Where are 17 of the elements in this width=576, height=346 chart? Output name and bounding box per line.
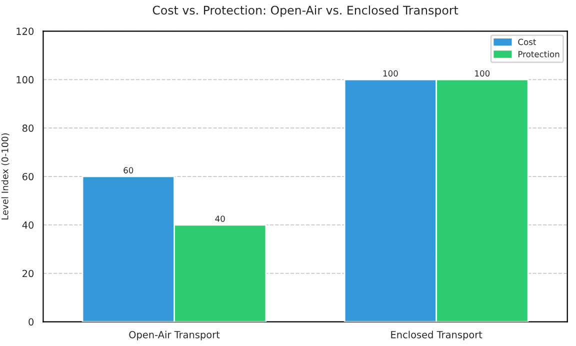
x-tick-label: Enclosed Transport bbox=[391, 330, 482, 340]
y-axis-title: Level Index (0-100) bbox=[1, 133, 10, 220]
data-label: 100 bbox=[383, 70, 398, 77]
legend-label: Cost bbox=[518, 38, 536, 46]
y-tick-label: 60 bbox=[22, 172, 34, 180]
data-label: 40 bbox=[215, 216, 225, 222]
y-tick-label: 80 bbox=[22, 124, 34, 132]
y-tick-label: 40 bbox=[22, 221, 34, 229]
data-label: 100 bbox=[475, 70, 490, 77]
data-label: 60 bbox=[124, 167, 134, 174]
y-tick-label: 120 bbox=[16, 28, 34, 35]
legend-label: Protection bbox=[518, 50, 560, 58]
y-tick-label: 100 bbox=[16, 76, 34, 84]
y-tick-label: 20 bbox=[22, 270, 34, 278]
chart-title: Cost vs. Protection: Open-Air vs. Enclosed Transport bbox=[152, 6, 458, 17]
y-tick-label: 0 bbox=[28, 318, 34, 326]
x-tick-label: Open-Air Transport bbox=[129, 330, 220, 340]
